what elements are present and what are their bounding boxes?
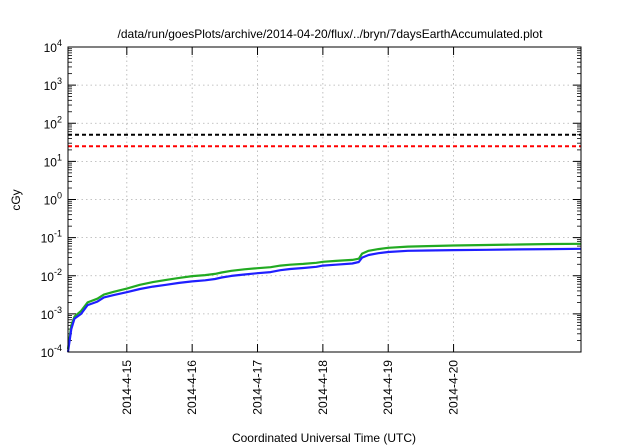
y-tick-label: 103: [44, 76, 62, 93]
y-tick-label: 10-2: [41, 267, 62, 284]
y-tick-label: 100: [44, 191, 62, 208]
plot-area: 10-4 10-3 10-2 10-1 100 101 102 103 104 2014-4-15…: [41, 38, 582, 415]
y-axis-label: cGy: [9, 189, 23, 210]
plot-border: [67, 46, 582, 353]
y-tick-label: 101: [44, 152, 62, 169]
series-line: [66, 247, 582, 353]
x-tick-label: 2014-4-17: [251, 360, 265, 415]
y-tick-label: 102: [44, 114, 62, 131]
y-tick-label: 10-3: [41, 305, 62, 322]
x-tick-label: 2014-4-16: [185, 360, 199, 415]
y-tick-label: 104: [44, 38, 62, 55]
series-line: [66, 242, 582, 350]
x-tick-label: 2014-4-20: [447, 360, 461, 415]
x-tick-label: 2014-4-15: [120, 360, 134, 415]
x-tick-label: 2014-4-19: [381, 360, 395, 415]
y-tick-label: 10-4: [41, 343, 62, 360]
x-tick-label: 2014-4-18: [316, 360, 330, 415]
y-tick-label: 10-1: [41, 229, 62, 246]
x-axis-label: Coordinated Universal Time (UTC): [232, 431, 416, 445]
chart-title: /data/run/goesPlots/archive/2014-04-20/f…: [118, 27, 544, 41]
